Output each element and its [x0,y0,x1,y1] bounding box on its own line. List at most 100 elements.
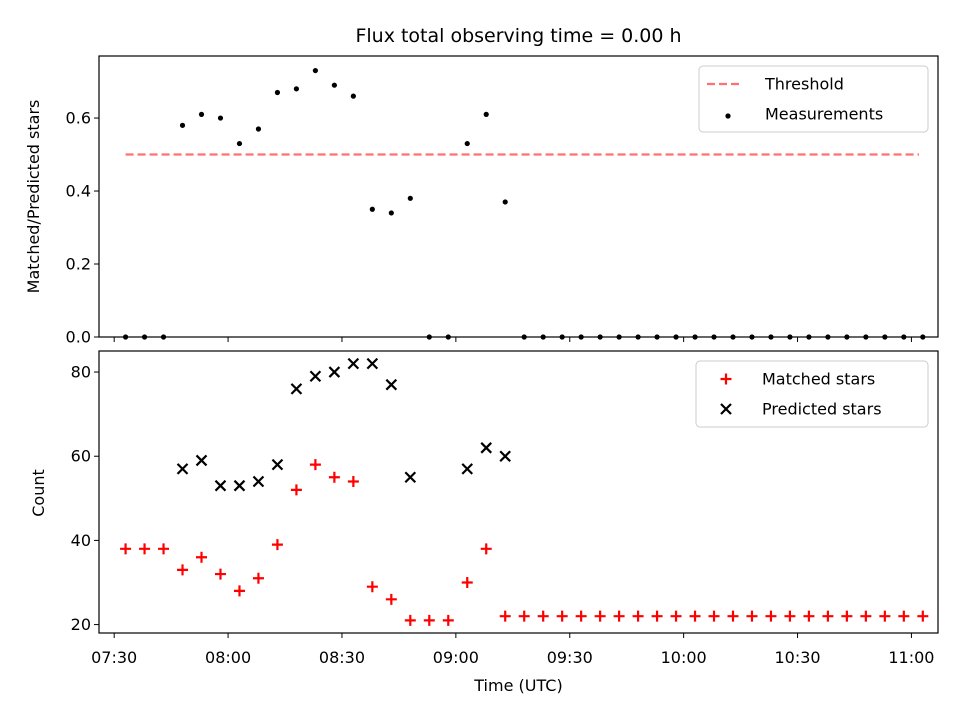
series-matched-stars [120,459,929,626]
data-point [293,86,300,92]
data-point [461,576,473,588]
x-tick-label: 08:00 [205,648,251,667]
y-tick-label: 0.6 [66,109,91,128]
y-tick-label: 80 [71,363,91,382]
data-point [385,593,397,605]
data-point [309,459,321,471]
data-point [708,610,720,622]
data-point [139,543,151,555]
data-point [158,543,170,555]
data-point [480,442,493,454]
data-point [404,614,416,626]
series-predicted-stars [176,357,511,492]
bottom-y-axis-label: Count [29,469,48,517]
x-tick-label: 10:00 [661,648,707,667]
x-tick-label: 09:00 [433,648,479,667]
x-tick-label: 10:30 [774,648,820,667]
legend: Matched stars Predicted stars [695,360,929,428]
data-point [233,585,245,597]
data-point [195,454,208,467]
x-axis-label: Time (UTC) [473,676,562,695]
data-point [271,539,283,551]
legend-box [695,360,929,428]
data-point [613,610,625,622]
legend-label: Threshold [764,75,844,94]
data-point [120,543,132,555]
data-point [290,484,302,496]
data-point [366,581,378,593]
bottom-panel: Count Time (UTC) 20 40 60 80 07:30 08:00 08:30… [29,350,939,695]
data-point [803,610,815,622]
legend-marker [720,403,732,415]
data-point [217,115,224,121]
data-point [461,463,474,475]
data-point [480,543,492,555]
data-point [236,140,243,147]
data-point [233,479,246,492]
chart-title: Flux total observing time = 0.00 h [355,25,681,47]
data-point [309,370,322,383]
data-point [537,610,549,622]
data-point [177,564,189,576]
data-point [214,479,227,492]
data-point [271,458,284,471]
data-point [196,551,208,563]
legend-marker [720,373,732,385]
data-point [404,471,417,484]
data-point [198,111,205,117]
data-point [651,610,663,622]
data-point [499,610,511,622]
top-y-axis-label: Matched/Predicted stars [24,100,43,294]
data-point [328,471,340,483]
data-point [499,450,511,463]
data-point [594,610,606,622]
axes-frame [98,55,939,338]
data-point [727,610,739,622]
data-point [328,366,341,378]
y-tick-label: 0.4 [66,182,91,201]
data-point [841,610,853,622]
data-point [331,82,337,88]
legend-marker [725,113,731,119]
y-tick-label: 0.2 [66,255,91,274]
data-point [689,610,701,622]
data-point [179,122,186,128]
data-point [898,610,910,622]
x-tick-label: 07:30 [91,648,137,667]
data-point [822,610,834,622]
legend-label: Matched stars [762,370,875,389]
x-tick-label: 11:00 [888,648,934,667]
data-point [255,126,262,132]
data-point [350,93,356,99]
data-point [252,572,264,584]
data-point [385,378,398,391]
y-tick-label: 0.0 [66,328,91,347]
data-point [442,614,454,626]
data-point [347,475,359,487]
y-tick-label: 40 [71,531,91,550]
data-point [274,89,281,96]
data-point [388,210,394,216]
data-point [464,140,470,147]
data-point [632,610,644,622]
data-point [290,383,303,395]
data-point [423,614,435,626]
data-point [407,195,413,201]
data-point [214,568,226,580]
legend-label: Measurements [765,105,883,124]
data-point [312,67,318,74]
data-point [784,610,796,622]
data-point [917,610,929,622]
data-point [746,610,758,622]
data-point [879,610,891,622]
data-point [483,111,489,117]
x-tick-label: 09:30 [547,648,593,667]
legend-box [698,65,929,133]
data-point [366,357,379,370]
data-point [252,475,265,488]
data-point [765,610,777,622]
top-panel: Matched/Predicted stars 0.0 0.2 0.4 0.6 Thre… [24,55,939,347]
data-point [556,610,568,622]
legend: Threshold Measurements [698,65,929,133]
